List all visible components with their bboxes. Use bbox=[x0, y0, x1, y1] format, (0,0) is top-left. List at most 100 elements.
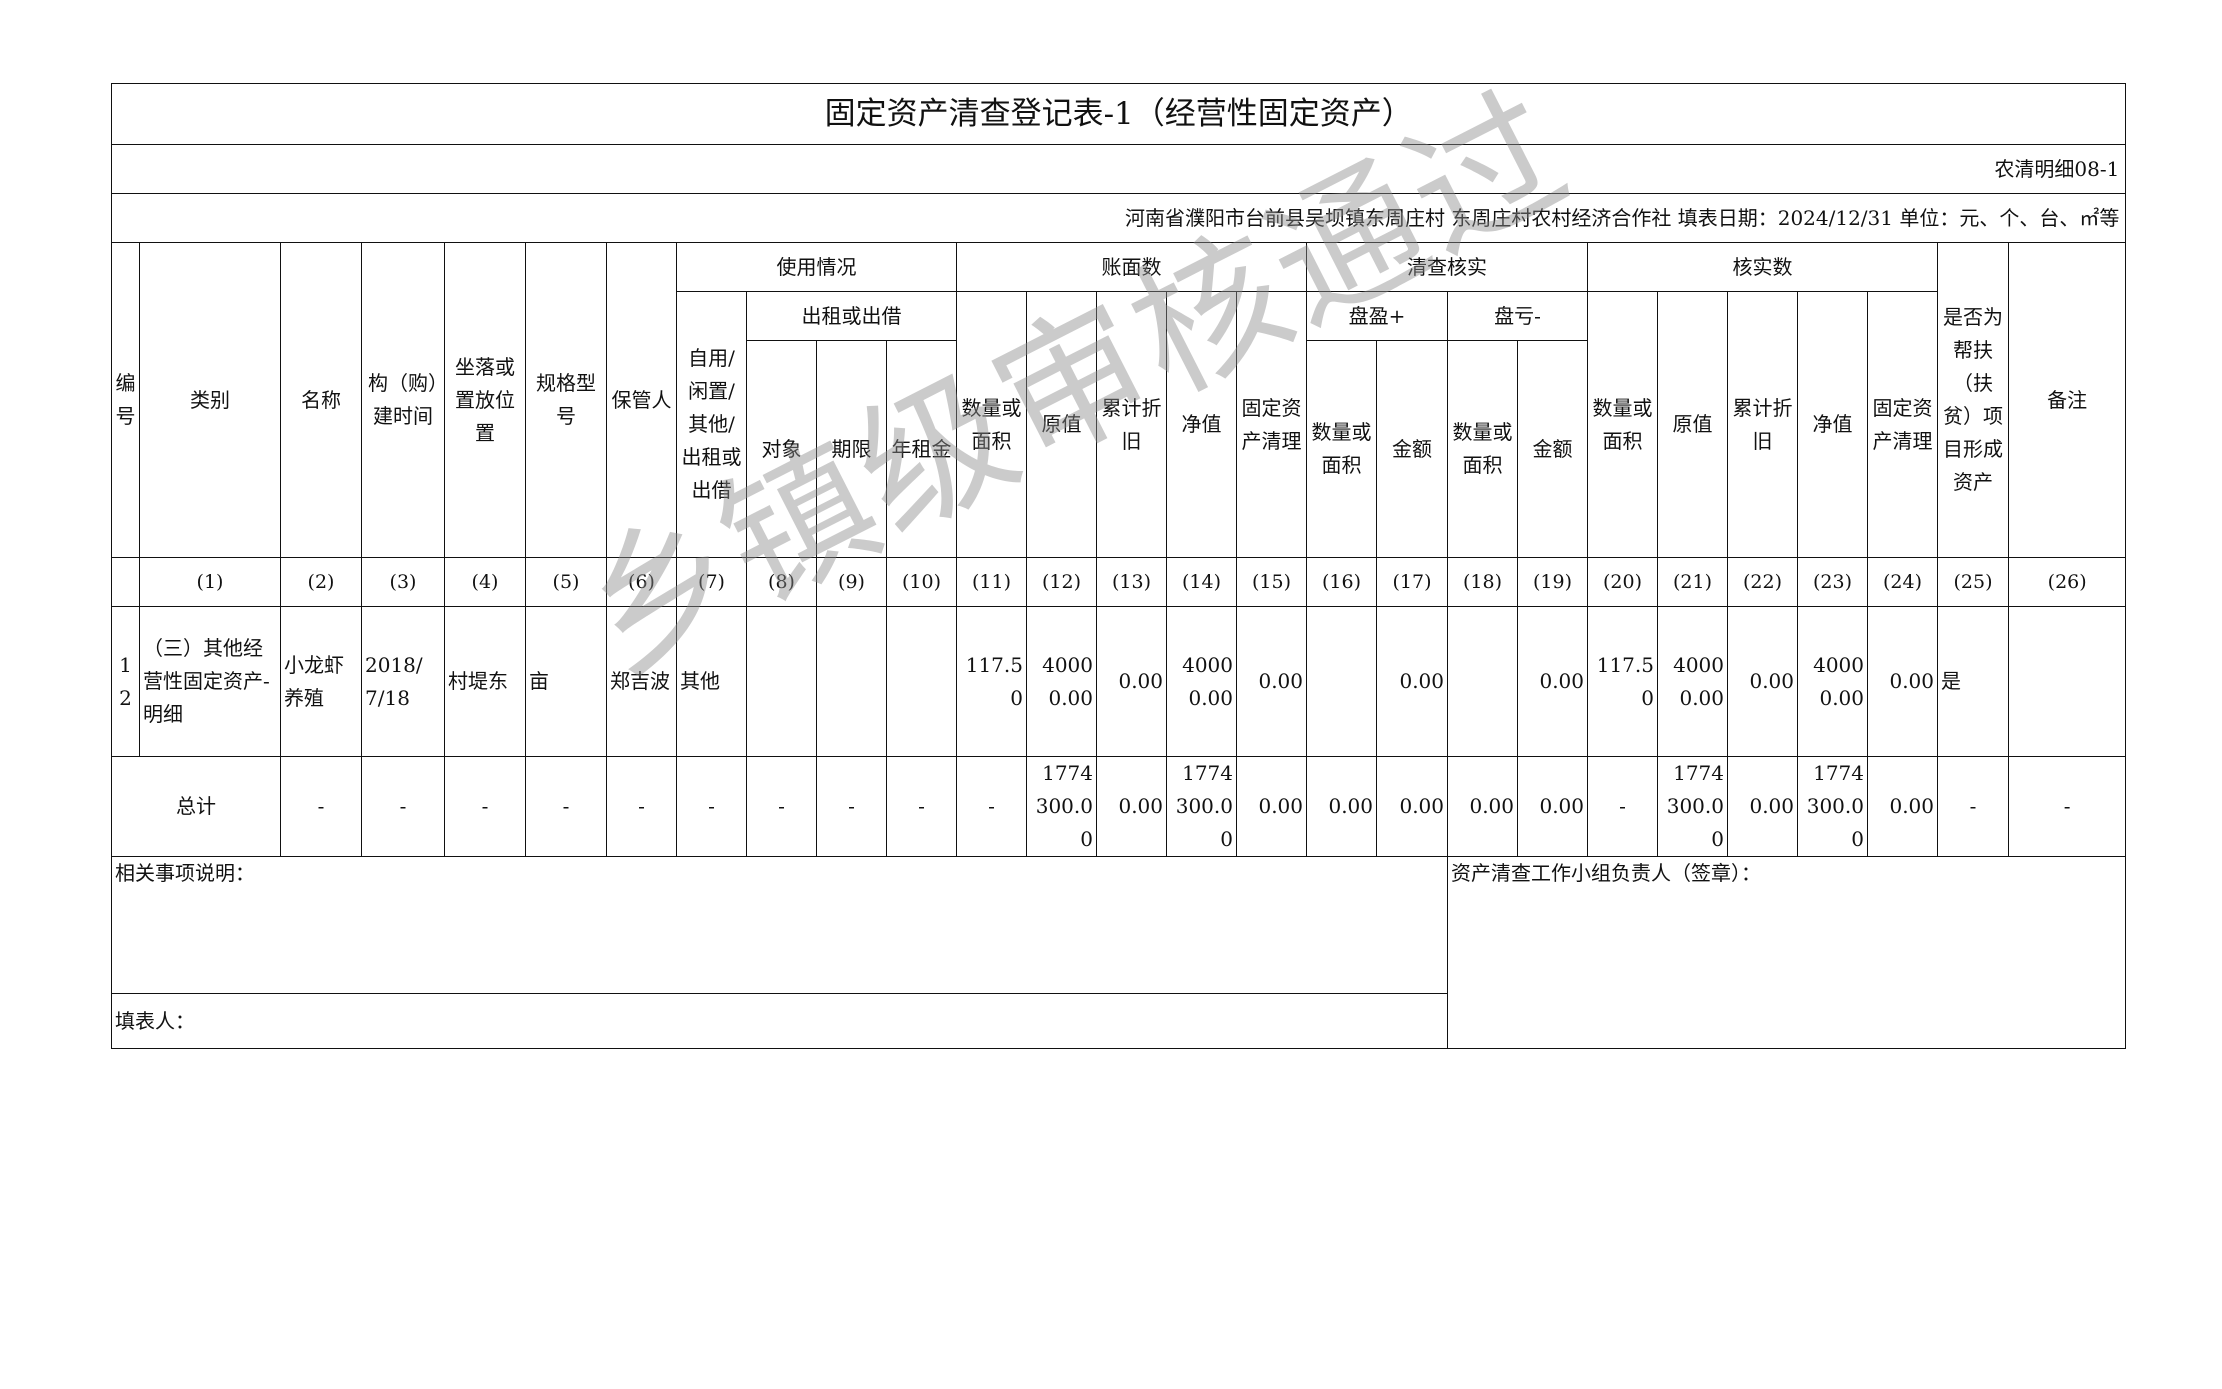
form-code: 农清明细08-1 bbox=[110, 144, 2127, 194]
header-verify: 清查核实 bbox=[1306, 242, 1588, 292]
table-row: 12 （三）其他经营性固定资产-明细 小龙虾养殖 2018/7/18 村堤东亩郑吉波 其他… bbox=[111, 606, 2127, 757]
column-number: (13) bbox=[1096, 557, 1167, 607]
table-cell bbox=[886, 606, 957, 757]
table-cell bbox=[2007, 606, 2127, 757]
total-cell: - bbox=[280, 756, 362, 857]
table-cell: 117.50 bbox=[1587, 606, 1658, 757]
table-cell: 40000.00 bbox=[1026, 606, 1097, 757]
column-number: (9) bbox=[816, 557, 887, 607]
column-number-row: (1) (2) (3) (4) (5) (6) (7) (8) (9) (10) (11) (12)(… bbox=[111, 557, 2127, 607]
info-line: 河南省濮阳市台前县吴坝镇东周庄村 东周庄村农村经济合作社 填表日期：2024/1… bbox=[110, 193, 2127, 243]
column-number: (8) bbox=[746, 557, 817, 607]
total-cell: 0.00 bbox=[1376, 756, 1448, 857]
leader-signature-label: 资产清查工作小组负责人（签章）： bbox=[1446, 856, 2127, 1049]
total-cell: 0.00 bbox=[1236, 756, 1307, 857]
total-cell: 0.00 bbox=[1447, 756, 1518, 857]
header-no: 编号 bbox=[111, 242, 140, 558]
total-cell: - bbox=[1937, 756, 2009, 857]
table-cell: 117.50 bbox=[956, 606, 1027, 757]
header-book: 账面数 bbox=[956, 242, 1307, 292]
form-title: 固定资产清查登记表-1（经营性固定资产） bbox=[110, 83, 2127, 145]
total-cell: - bbox=[956, 756, 1027, 857]
preparer-label: 填表人： bbox=[111, 993, 1448, 1049]
header-poverty: 是否为帮扶（扶贫）项目形成资产 bbox=[1937, 242, 2009, 558]
table-cell: 小龙虾养殖 bbox=[280, 606, 362, 757]
asset-register-table: 固定资产清查登记表-1（经营性固定资产） 农清明细08-1 河南省濮阳市台前县吴… bbox=[110, 83, 2127, 1049]
header-lease-term: 期限 bbox=[816, 340, 887, 558]
total-cell: 0.00 bbox=[1096, 756, 1167, 857]
header-loss-qty: 数量或面积 bbox=[1447, 340, 1518, 558]
table-cell bbox=[1306, 606, 1377, 757]
table-cell: 0.00 bbox=[1867, 606, 1938, 757]
header-book-original: 原值 bbox=[1026, 291, 1097, 558]
column-number: (18) bbox=[1447, 557, 1518, 607]
header-usage-status: 自用/闲置/其他/出租或出借 bbox=[676, 291, 747, 558]
column-number: (14) bbox=[1166, 557, 1237, 607]
total-cell: 1774300.00 bbox=[1797, 756, 1868, 857]
notes-label: 相关事项说明： bbox=[111, 856, 1448, 994]
total-cell: 1774300.00 bbox=[1657, 756, 1728, 857]
header-spec: 规格型号 bbox=[525, 242, 607, 558]
table-cell: 其他 bbox=[676, 606, 747, 757]
header-verified-net: 净值 bbox=[1797, 291, 1868, 558]
header-surplus-amount: 金额 bbox=[1376, 340, 1448, 558]
total-cell: 0.00 bbox=[1867, 756, 1938, 857]
header-book-clearing: 固定资产清理 bbox=[1236, 291, 1307, 558]
header-loss-amount: 金额 bbox=[1517, 340, 1588, 558]
header-lease: 出租或出借 bbox=[746, 291, 957, 341]
column-number: (6) bbox=[606, 557, 677, 607]
header-verified-clearing: 固定资产清理 bbox=[1867, 291, 1938, 558]
total-cell: - bbox=[746, 756, 817, 857]
total-cell: 0.00 bbox=[1727, 756, 1798, 857]
table-cell: 40000.00 bbox=[1797, 606, 1868, 757]
header-book-depr: 累计折旧 bbox=[1096, 291, 1167, 558]
table-cell: 是 bbox=[1937, 606, 2009, 757]
header-remarks: 备注 bbox=[2007, 242, 2127, 558]
table-cell: 0.00 bbox=[1096, 606, 1167, 757]
header-verified: 核实数 bbox=[1587, 242, 1938, 292]
table-cell: 12 bbox=[111, 606, 140, 757]
header-verified-depr: 累计折旧 bbox=[1727, 291, 1798, 558]
header-keeper: 保管人 bbox=[606, 242, 677, 558]
column-number: (4) bbox=[444, 557, 526, 607]
column-number: (19) bbox=[1517, 557, 1588, 607]
table-cell: 40000.00 bbox=[1657, 606, 1728, 757]
column-number: (17) bbox=[1376, 557, 1448, 607]
column-number: (20) bbox=[1587, 557, 1658, 607]
table-cell: 0.00 bbox=[1376, 606, 1448, 757]
total-cell: - bbox=[606, 756, 677, 857]
header-name: 名称 bbox=[280, 242, 362, 558]
total-cell: - bbox=[676, 756, 747, 857]
total-cell: 0.00 bbox=[1306, 756, 1377, 857]
header-verified-original: 原值 bbox=[1657, 291, 1728, 558]
table-cell: 0.00 bbox=[1517, 606, 1588, 757]
header-location: 坐落或置放位置 bbox=[444, 242, 526, 558]
header-surplus: 盘盈+ bbox=[1306, 291, 1448, 341]
header-build-time: 构（购）建时间 bbox=[361, 242, 445, 558]
total-cell: - bbox=[2007, 756, 2127, 857]
column-number: (22) bbox=[1727, 557, 1798, 607]
header-usage: 使用情况 bbox=[676, 242, 957, 292]
column-number: (10) bbox=[886, 557, 957, 607]
total-row: 总计 - - - - - - - - - -1774300.00 0.00 1774300.00 0.00… bbox=[111, 756, 2127, 857]
total-cell: - bbox=[444, 756, 526, 857]
table-cell: 40000.00 bbox=[1166, 606, 1237, 757]
column-number: (12) bbox=[1026, 557, 1097, 607]
table-cell: 0.00 bbox=[1727, 606, 1798, 757]
header-lease-target: 对象 bbox=[746, 340, 817, 558]
table-cell: 郑吉波 bbox=[606, 606, 677, 757]
total-cell: - bbox=[1587, 756, 1658, 857]
total-label: 总计 bbox=[111, 756, 281, 857]
total-cell: - bbox=[886, 756, 957, 857]
column-number: (11) bbox=[956, 557, 1027, 607]
column-number: (2) bbox=[280, 557, 362, 607]
column-number: (24) bbox=[1867, 557, 1938, 607]
total-cell: - bbox=[525, 756, 607, 857]
table-cell: 2018/7/18 bbox=[361, 606, 445, 757]
total-cell: - bbox=[361, 756, 445, 857]
header-category: 类别 bbox=[139, 242, 281, 558]
total-cell: 1774300.00 bbox=[1026, 756, 1097, 857]
header-book-qty: 数量或面积 bbox=[956, 291, 1027, 558]
column-number: (5) bbox=[525, 557, 607, 607]
total-cell: - bbox=[816, 756, 887, 857]
